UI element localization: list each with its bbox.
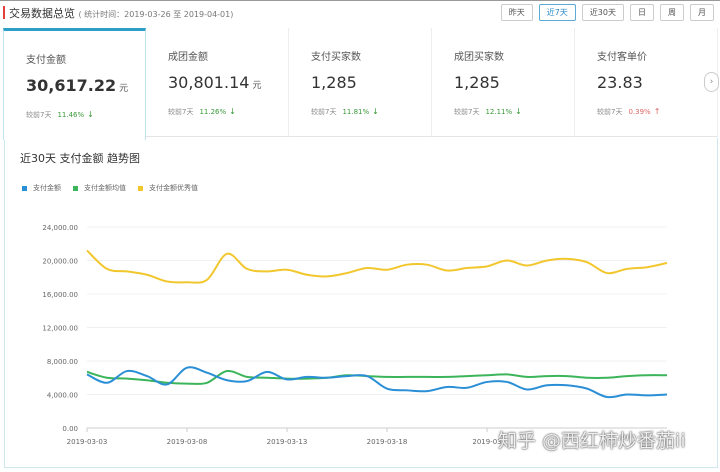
metric-label: 成团金额 — [168, 52, 208, 63]
compare-percent: 12.11% — [485, 108, 513, 116]
chart-legend: 支付金额 支付金额均值 支付金额优秀值 — [22, 183, 198, 193]
compare-label: 较前7天 — [597, 108, 623, 116]
header: 交易数据总览 ( 统计时间：2019-03-26 至 2019-04-01) 昨… — [0, 0, 720, 26]
y-tick-label: 4,000.00 — [47, 392, 78, 400]
metric-compare: 较前7天 0.39% ↑ — [597, 107, 660, 117]
range-30days-button[interactable]: 近30天 — [581, 4, 624, 21]
metric-unit: 元 — [119, 84, 129, 94]
y-tick-label: 24,000.00 — [42, 224, 78, 232]
series-line — [86, 249, 668, 284]
legend-swatch — [73, 185, 78, 191]
series-line — [86, 369, 668, 385]
metric-number: 1,285 — [311, 73, 357, 92]
x-tick-label: 2019-03-08 — [167, 438, 208, 446]
range-buttons: 昨天 近7天 近30天 日 周 月 — [500, 4, 714, 21]
metric-compare: 较前7天 12.11% ↓ — [454, 107, 522, 117]
legend-label: 支付金额均值 — [84, 184, 126, 192]
metric-value: 30,617.22 元 — [26, 76, 128, 95]
range-month-button[interactable]: 月 — [690, 4, 714, 21]
metric-number: 30,801.14 — [168, 73, 250, 92]
compare-label: 较前7天 — [454, 108, 480, 116]
metric-cards: 支付金额 30,617.22 元 较前7天 11.46% ↓ 成团金额 30,801.1… — [0, 28, 720, 140]
metric-compare: 较前7天 11.46% ↓ — [26, 110, 94, 120]
metric-compare: 较前7天 11.26% ↓ — [168, 107, 236, 117]
metric-value: 1,285 — [454, 73, 503, 92]
arrow-down-icon: ↓ — [229, 107, 236, 116]
legend-item[interactable]: 支付金额均值 — [73, 183, 126, 193]
metric-card[interactable]: 成团买家数 1,285 较前7天 12.11% ↓ — [432, 28, 575, 137]
arrow-up-icon: ↑ — [653, 107, 661, 116]
series-line — [86, 366, 668, 399]
y-tick-label: 20,000.00 — [42, 258, 78, 266]
chart-title: 近30天 支付金额 趋势图 — [20, 152, 140, 165]
metric-compare: 较前7天 11.81% ↓ — [311, 107, 379, 117]
range-week-button[interactable]: 周 — [660, 4, 684, 21]
metric-label: 成团买家数 — [454, 52, 504, 63]
chart-panel — [4, 138, 718, 468]
y-tick-label: 8,000.00 — [47, 358, 78, 366]
metric-card[interactable]: 支付买家数 1,285 较前7天 11.81% ↓ — [289, 28, 432, 137]
metric-value: 1,285 — [311, 73, 360, 92]
arrow-down-icon: ↓ — [372, 107, 379, 116]
metric-card[interactable]: 支付客单价 23.83 较前7天 0.39% ↑ — [575, 28, 718, 137]
range-day-button[interactable]: 日 — [630, 4, 654, 21]
arrow-down-icon: ↓ — [515, 107, 522, 116]
chevron-right-icon[interactable]: › — [704, 72, 719, 92]
x-tick-label: 2019-03-03 — [67, 438, 108, 446]
metric-label: 支付金额 — [26, 55, 66, 66]
legend-label: 支付金额优秀值 — [149, 184, 198, 192]
compare-percent: 0.39% — [628, 108, 651, 116]
range-7days-button[interactable]: 近7天 — [538, 4, 576, 21]
x-tick-label: 2019-03-18 — [367, 438, 408, 446]
watermark: 知乎 @西红柿炒番茄ii — [498, 430, 686, 452]
compare-percent: 11.81% — [342, 108, 370, 116]
metric-card[interactable]: 支付金额 30,617.22 元 较前7天 11.46% ↓ — [3, 28, 146, 140]
y-tick-label: 0.00 — [62, 425, 78, 433]
metric-number: 1,285 — [454, 73, 500, 92]
compare-percent: 11.26% — [199, 108, 227, 116]
range-yesterday-button[interactable]: 昨天 — [500, 4, 533, 21]
legend-swatch — [138, 185, 143, 191]
x-tick-label: 2019-03 — [472, 438, 501, 446]
metric-value: 23.83 — [597, 73, 646, 92]
compare-percent: 11.46% — [57, 111, 85, 119]
page-title: 交易数据总览 ( 统计时间：2019-03-26 至 2019-04-01) — [9, 7, 234, 20]
y-tick-label: 16,000.00 — [42, 291, 78, 299]
legend-item[interactable]: 支付金额优秀值 — [138, 183, 198, 193]
title-accent-bar — [3, 6, 5, 19]
metric-value: 30,801.14 元 — [168, 73, 261, 92]
metric-card[interactable]: 成团金额 30,801.14 元 较前7天 11.26% ↓ — [146, 28, 289, 137]
metric-label: 支付买家数 — [311, 52, 361, 63]
compare-label: 较前7天 — [26, 111, 52, 119]
x-tick-label: 2019-03-13 — [267, 438, 308, 446]
legend-item[interactable]: 支付金额 — [22, 183, 61, 193]
y-tick-label: 12,000.00 — [42, 325, 78, 333]
stat-period: ( 统计时间：2019-03-26 至 2019-04-01) — [78, 10, 234, 19]
compare-label: 较前7天 — [168, 108, 194, 116]
metric-number: 30,617.22 — [26, 76, 117, 95]
metric-label: 支付客单价 — [597, 52, 647, 63]
metric-unit: 元 — [252, 81, 262, 91]
metric-number: 23.83 — [597, 73, 643, 92]
arrow-down-icon: ↓ — [87, 110, 94, 119]
legend-label: 支付金额 — [33, 184, 61, 192]
legend-swatch — [22, 185, 27, 191]
compare-label: 较前7天 — [311, 108, 337, 116]
top-border — [0, 0, 720, 1]
